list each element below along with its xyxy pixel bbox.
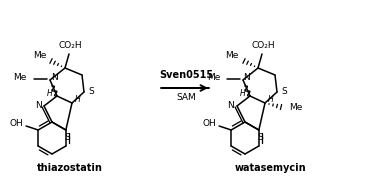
Text: S: S [257, 133, 263, 142]
Text: Me: Me [207, 74, 220, 83]
Text: N: N [244, 74, 250, 83]
Text: H: H [47, 90, 53, 99]
Text: Me: Me [289, 103, 302, 112]
Text: OH: OH [202, 120, 216, 128]
Text: S: S [88, 87, 94, 96]
Text: CO₂H: CO₂H [251, 42, 275, 51]
Text: N: N [51, 74, 57, 83]
Text: N: N [35, 102, 41, 111]
Text: watasemycin: watasemycin [234, 163, 306, 173]
Text: H: H [240, 90, 246, 99]
Text: S: S [64, 133, 70, 142]
Text: CO₂H: CO₂H [58, 42, 82, 51]
Text: Sven0515: Sven0515 [159, 70, 213, 80]
Text: thiazostatin: thiazostatin [37, 163, 103, 173]
Text: S: S [281, 87, 287, 96]
Text: Me: Me [14, 74, 27, 83]
Text: OH: OH [9, 120, 23, 128]
Text: H: H [75, 95, 81, 103]
Text: H: H [268, 95, 274, 103]
Text: Me: Me [226, 52, 239, 61]
Text: SAM: SAM [176, 93, 196, 102]
Text: N: N [228, 102, 234, 111]
Text: Me: Me [33, 52, 46, 61]
